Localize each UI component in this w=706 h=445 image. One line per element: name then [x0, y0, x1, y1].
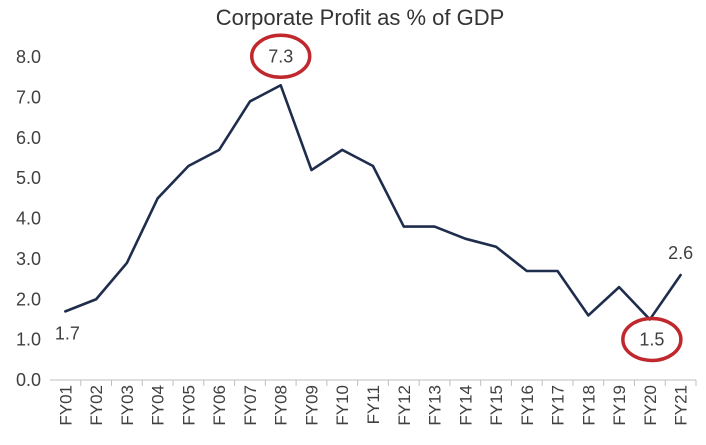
- y-tick-label: 0.0: [16, 370, 41, 390]
- x-tick-label: FY05: [179, 385, 198, 426]
- x-tick-label: FY03: [118, 385, 137, 426]
- y-tick-label: 5.0: [16, 168, 41, 188]
- x-tick-label: FY09: [302, 385, 321, 426]
- x-tick-label: FY13: [426, 385, 445, 426]
- data-label: 2.6: [668, 243, 693, 263]
- data-label: 1.5: [639, 329, 664, 349]
- x-tick-label: FY15: [487, 385, 506, 426]
- x-tick-label: FY18: [579, 385, 598, 426]
- x-tick-label: FY14: [456, 385, 475, 426]
- series-group: [64, 83, 682, 321]
- data-label: 1.7: [55, 323, 80, 343]
- y-tick-label: 1.0: [16, 330, 41, 350]
- y-tick-label: 6.0: [16, 128, 41, 148]
- x-tick-label: FY10: [333, 385, 352, 426]
- chart-title: Corporate Profit as % of GDP: [216, 5, 505, 30]
- x-tick-label: FY06: [210, 385, 229, 426]
- x-tick-label: FY21: [672, 385, 691, 426]
- x-tick-label: FY16: [518, 385, 537, 426]
- x-tick-label: FY07: [241, 385, 260, 426]
- series-line: [64, 83, 682, 321]
- y-axis: 0.0 1.0 2.0 3.0 4.0 5.0 6.0 7.0 8.0: [16, 47, 41, 390]
- x-tick-label: FY19: [610, 385, 629, 426]
- x-tick-label: FY01: [56, 385, 75, 426]
- x-tick-label: FY08: [272, 385, 291, 426]
- y-tick-label: 8.0: [16, 47, 41, 67]
- highlight-circle: [249, 33, 312, 80]
- x-axis: FY01 FY02 FY03 FY04 FY05 FY06 FY07 FY08 FY09 FY10…: [50, 379, 697, 426]
- y-tick-label: 2.0: [16, 289, 41, 309]
- annotations: 1.7 7.3 1.5 2.6: [55, 33, 693, 363]
- x-tick-label: FY20: [641, 385, 660, 426]
- y-tick-label: 3.0: [16, 249, 41, 269]
- x-tick-label: FY04: [149, 385, 168, 426]
- highlight-circle: [621, 316, 683, 363]
- y-tick-label: 7.0: [16, 87, 41, 107]
- data-label: 7.3: [268, 46, 293, 66]
- x-tick-label: FY17: [549, 385, 568, 426]
- x-tick-label: FY02: [87, 385, 106, 426]
- x-tick-label: FY11: [364, 385, 383, 424]
- y-tick-label: 4.0: [16, 209, 41, 229]
- x-tick-label: FY12: [395, 385, 414, 426]
